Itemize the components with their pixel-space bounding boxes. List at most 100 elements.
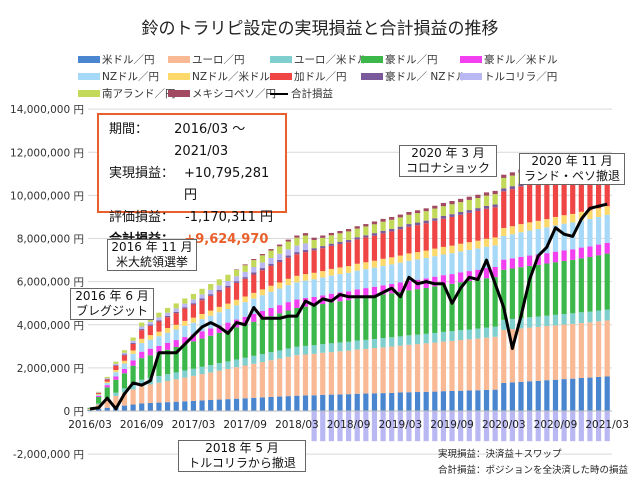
bar-segment (121, 368, 128, 374)
bar-segment (130, 360, 136, 366)
bar-segment (535, 316, 541, 327)
x-tick-label: 2021/03 (585, 419, 629, 431)
bar-segment (354, 411, 360, 442)
bar-segment (509, 318, 515, 330)
bar-segment (414, 213, 421, 223)
bar-segment (320, 394, 326, 411)
bar-segment (164, 349, 171, 375)
bar-segment (414, 259, 421, 280)
bar-segment (380, 411, 386, 442)
bar-segment (380, 221, 386, 231)
bar-segment (440, 341, 447, 392)
annotation-date: 2020 年 3 月 (411, 146, 485, 160)
bar-segment (561, 324, 567, 380)
bar-segment (164, 317, 171, 328)
bar-segment (552, 225, 559, 252)
bar-segment (354, 298, 360, 341)
bar-segment (354, 239, 360, 264)
y-tick-label: -2,000,000 円 (13, 449, 84, 461)
bar-segment (285, 241, 291, 250)
bar-segment (268, 263, 274, 266)
bar-segment (440, 391, 447, 411)
bar-segment (173, 303, 179, 309)
bar-segment (389, 392, 395, 411)
bar-segment (363, 297, 369, 340)
bar-segment (544, 219, 550, 228)
bar-segment (164, 312, 171, 316)
bar-segment (389, 219, 395, 229)
bar-segment (440, 254, 447, 276)
bar-segment (475, 279, 481, 329)
bar-segment (595, 310, 602, 322)
legend-item: 合計損益 (270, 86, 333, 101)
annotation-date: 2020 年 11 月 (531, 154, 613, 168)
legend-label: ユーロ／円 (192, 54, 245, 66)
bar-segment (113, 379, 119, 393)
bar-segment (337, 241, 343, 244)
bar-segment (492, 411, 498, 442)
y-tick-label: 8,000,000 円 (17, 234, 84, 246)
bar-segment (397, 291, 403, 337)
bar-segment (294, 275, 300, 283)
bar-segment (328, 394, 334, 411)
legend-label: トルコリラ／円 (484, 71, 558, 83)
bar-segment (483, 208, 490, 239)
bar-segment (509, 234, 515, 259)
bar-segment (414, 392, 421, 411)
bar-segment (328, 232, 334, 236)
bar-segment (259, 310, 265, 319)
bar-segment (182, 337, 188, 345)
bar-segment (156, 402, 162, 411)
x-tick-label: 2020/03 (482, 419, 526, 431)
bar-segment (156, 336, 162, 346)
bar-segment (458, 198, 464, 203)
bar-segment (449, 201, 455, 205)
annotation-try-exit: 2018 年 5 月トルコリラから撤退 (178, 440, 306, 472)
bar-segment (380, 338, 386, 348)
bar-segment (570, 313, 576, 324)
bar-segment (380, 393, 386, 411)
bar-segment (501, 329, 507, 383)
bar-segment (475, 338, 481, 391)
bar-segment (414, 210, 421, 214)
y-tick-label: 4,000,000 円 (17, 320, 84, 332)
bar-segment (570, 323, 576, 379)
bar-segment (251, 272, 257, 275)
bar-segment (242, 365, 248, 399)
bar-segment (492, 266, 498, 278)
annotation-text: ブレグジット (75, 304, 148, 318)
bar-segment (587, 257, 593, 312)
bar-segment (216, 325, 222, 333)
bar-segment (337, 243, 343, 268)
bar-segment (311, 345, 317, 354)
bar-segment (535, 380, 541, 411)
bar-segment (259, 289, 265, 296)
bar-segment (595, 208, 602, 217)
bar-segment (225, 287, 231, 304)
bar-segment (216, 332, 222, 364)
bar-segment (363, 411, 369, 442)
bar-segment (406, 224, 412, 227)
bar-segment (380, 285, 386, 295)
bar-segment (328, 343, 334, 353)
bar-segment (466, 242, 472, 250)
bar-segment (363, 339, 369, 349)
bar-segment (225, 322, 231, 331)
bar-segment (294, 237, 300, 246)
bar-segment (406, 335, 412, 345)
bar-segment (389, 257, 395, 265)
bar-segment (561, 174, 567, 216)
bar-segment (242, 357, 248, 366)
bar-segment (544, 411, 550, 442)
bar-segment (518, 411, 524, 442)
bar-segment (501, 319, 507, 330)
bar-segment (285, 278, 291, 286)
bar-segment (483, 246, 490, 269)
bar-segment (199, 400, 205, 411)
bar-segment (251, 321, 257, 356)
bar-segment (423, 220, 429, 224)
bar-segment (139, 403, 145, 411)
bar-segment (406, 280, 412, 291)
bar-segment (423, 391, 429, 411)
bar-segment (346, 272, 352, 292)
